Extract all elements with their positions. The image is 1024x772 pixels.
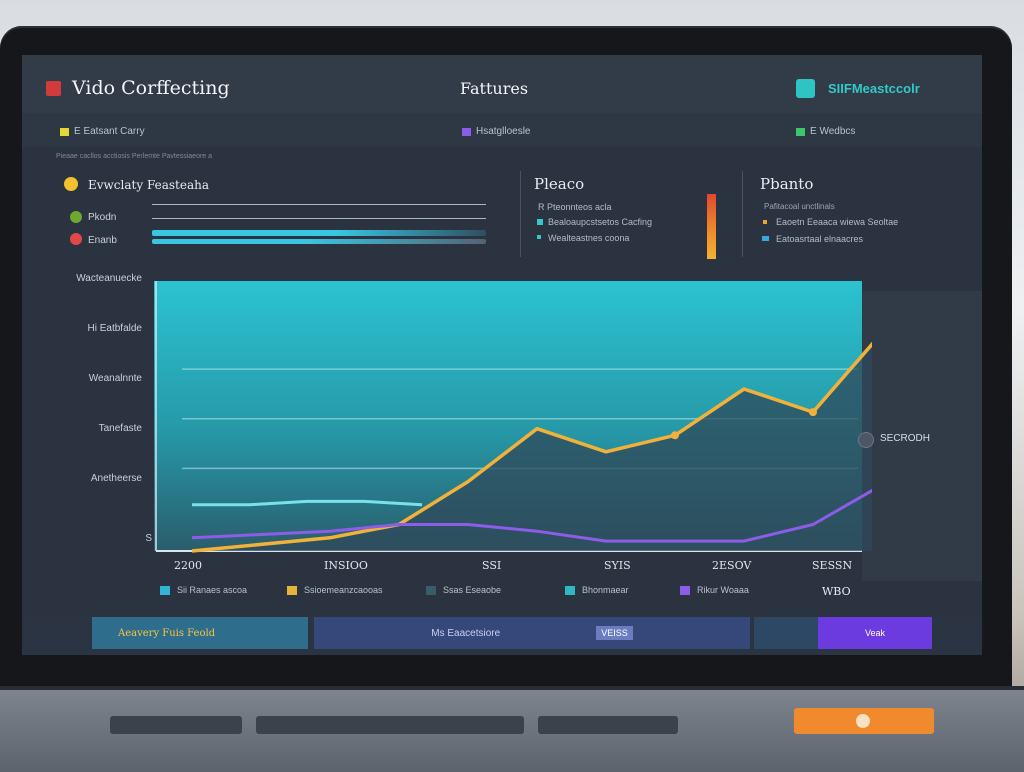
flag-icon [60,127,69,136]
brand-text[interactable]: SIIFMeastccolr [828,81,920,96]
dot-icon [856,714,870,728]
status-alert-icon [70,233,82,245]
data-point [809,408,817,417]
x-tick-label: 2200 [174,559,202,572]
chart-side-panel [862,291,982,581]
legend-label: Ssioemeanzcaooas [304,585,383,595]
chart-annotation: SECRODH [880,433,931,444]
legend-label: Rikur Woaaa [697,585,749,595]
y-tick-label: Wacteanuecke [76,273,142,284]
pleao-level-bar [707,194,716,259]
x-tick-label: SYIS [604,559,631,572]
key-row [256,716,524,734]
laptop-base [0,686,1024,772]
legend-item[interactable]: WBO [822,585,851,598]
summary-title: Evwclaty Feasteaha [88,178,209,192]
subbar-label-right: E Wedbcs [810,126,856,137]
bullet-icon [763,220,767,224]
series-1-area [192,344,872,551]
screen: Vido Corffecting Fattures SIIFMeastccolr… [22,55,982,655]
footer-right-button[interactable]: Veak [818,617,932,649]
pleao-item-2: Bealoaupcstsetos Cacfing [548,217,653,227]
legend-label: Sii Ranaes ascoa [177,585,248,595]
y-tick-label: S [145,533,152,544]
summary-row1-label: Pkodn [88,212,117,223]
pbanto-item-3: Eatoasrtaal elnaacres [776,234,864,244]
y-tick-label: Tanefaste [98,423,142,434]
orange-trackpad-badge [794,708,934,734]
bullet-icon [537,235,541,239]
legend-item[interactable]: Bhonmaear [565,585,629,595]
legend-item[interactable]: Ssioemeanzcaooas [287,585,383,595]
subbar-label-left: E Eatsant Carry [74,126,145,137]
breadcrumb: Pieaae cacllos acctiosis Perlemte Pavtes… [56,153,213,160]
summary-row2-bar-2 [152,239,486,244]
legend-swatch [160,585,170,595]
tag-icon [462,127,471,136]
series-line [191,341,872,553]
pbanto-title: Pbanto [760,175,814,193]
footer-spacer-button[interactable] [754,617,818,649]
data-point [671,431,679,440]
legend-item[interactable]: Sii Ranaes ascoa [160,585,247,595]
footer-left-button[interactable]: Aeavery Fuis Feold [92,617,308,649]
series-line [191,488,872,543]
x-tick-label: SSI [482,559,502,572]
legend-item[interactable]: Rikur Woaaa [680,585,749,595]
footer-bar: Aeavery Fuis Feold Ms Eaacetsiore VEISS … [22,617,982,655]
sub-bar: E Eatsant Carry Hsatglloesle E Wedbcs [22,113,982,147]
series-line [192,499,423,507]
legend-swatch [426,585,436,595]
pleao-item-3: Wealteastnes coona [548,233,630,243]
bullet-icon [537,219,543,225]
x-tick-label: 2ESOV [712,559,752,572]
key-row [538,716,678,734]
legend-label: Ssas Eseaobe [443,585,502,595]
footer-badge: VEISS [596,626,633,640]
legend-item[interactable]: Ssas Eseaobe [426,585,501,595]
column-divider-1 [520,171,521,257]
summary-row1-line [152,218,486,219]
divider-line [152,204,486,205]
key-row [110,716,242,734]
column-divider-2 [742,171,743,257]
subbar-item-right[interactable]: E Wedbcs [796,126,855,137]
legend-swatch [565,585,575,595]
annotation-marker-icon [858,432,874,448]
app-logo-icon [46,81,61,96]
top-bar: Vido Corffecting Fattures SIIFMeastccolr [22,55,982,114]
summary-row2-bar [152,230,486,236]
nav-features[interactable]: Fattures [460,79,529,98]
legend-label: Bhonmaear [582,585,629,595]
pleao-title: Pleaco [534,175,585,193]
y-tick-label: Weanalnnte [88,373,142,384]
pbanto-item-2: Eaoetn Eeaaca wiewa Seoltae [776,217,899,227]
y-tick-label: Anetheerse [90,473,142,484]
line-chart [154,281,872,553]
subbar-label-middle: Hsatglloesle [476,126,531,137]
x-tick-label: INSIOO [324,559,368,572]
legend-label: WBO [822,585,851,598]
summary-icon [64,177,78,191]
footer-middle-button[interactable]: Ms Eaacetsiore VEISS [314,617,750,649]
check-icon [796,127,805,136]
bullet-icon [762,236,769,241]
legend-swatch [680,585,690,595]
brand-icon [796,79,815,98]
subbar-item-left[interactable]: E Eatsant Carry [60,126,145,137]
app-title: Vido Corffecting [72,77,230,99]
footer-middle-label: Ms Eaacetsiore [431,627,501,639]
y-tick-label: Hi Eatbfalde [87,323,142,334]
status-ok-icon [70,211,82,223]
legend-swatch [287,585,297,595]
summary-row2-label: Enanb [88,235,117,246]
pleao-item-1: R Pteonnteos acla [538,202,612,212]
x-tick-label: SESSN [812,559,853,572]
pbanto-item-1: Pafitacoal unctlinals [764,202,835,211]
subbar-item-middle[interactable]: Hsatglloesle [462,126,530,137]
